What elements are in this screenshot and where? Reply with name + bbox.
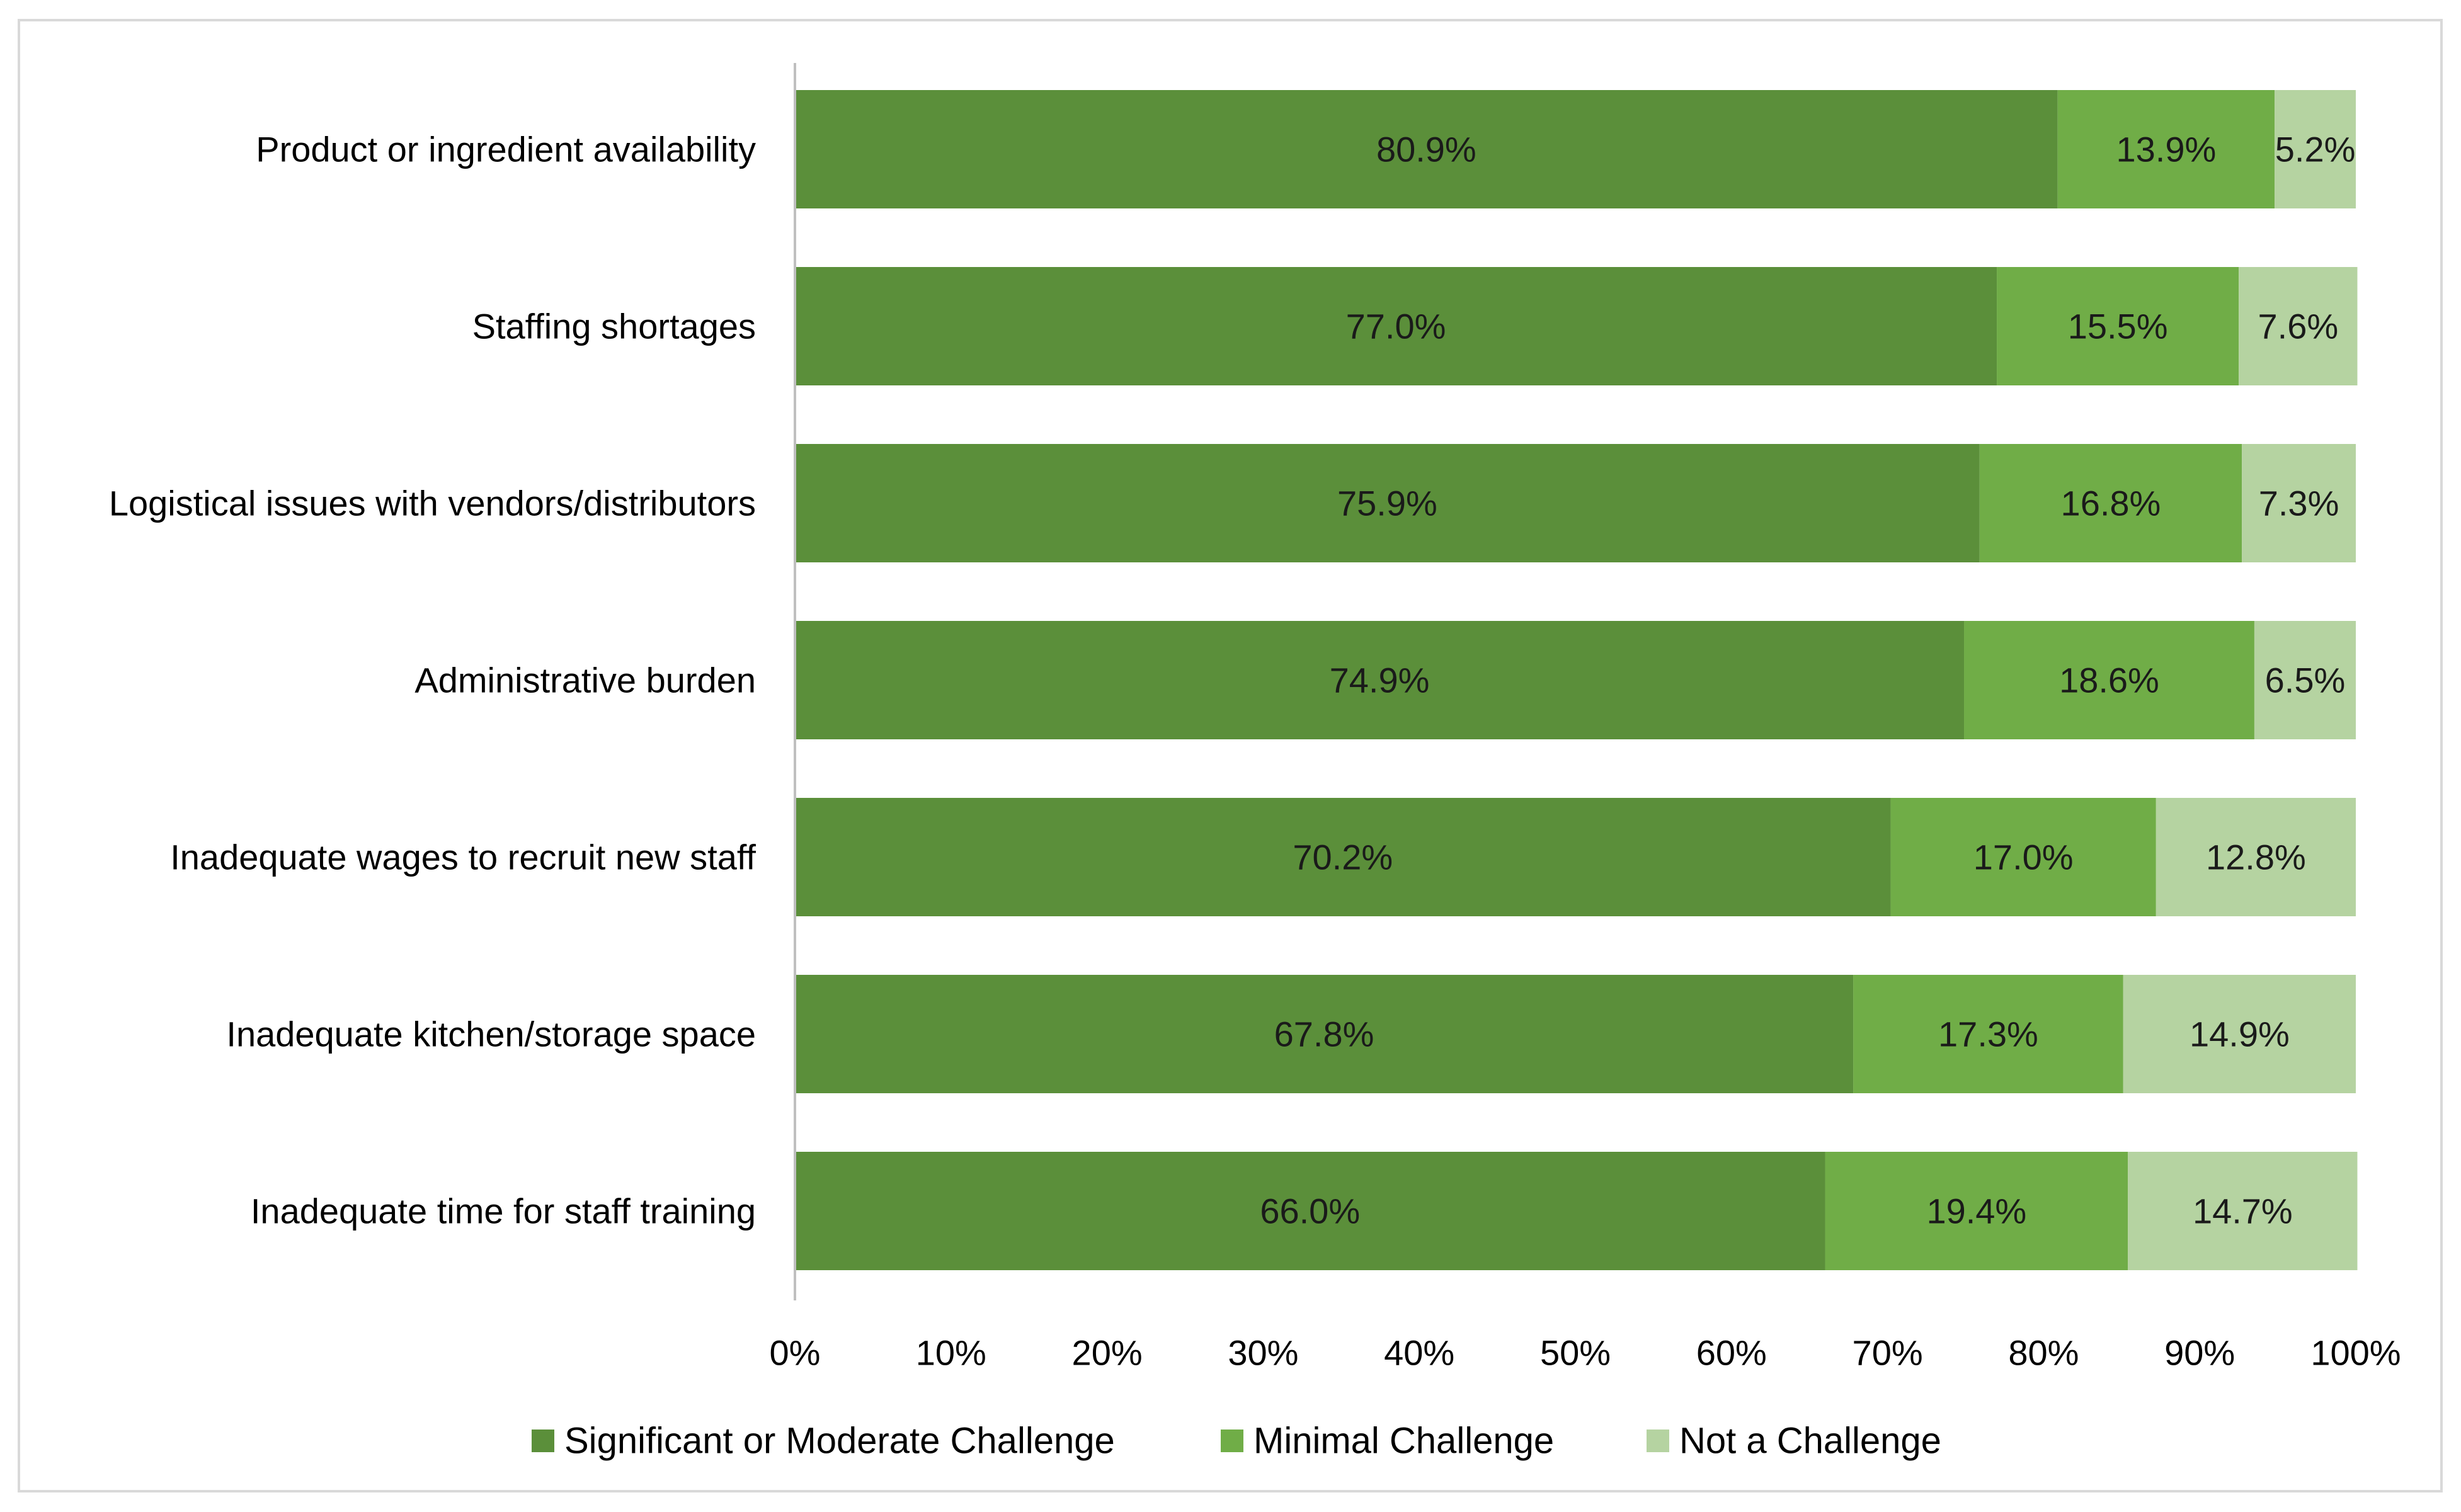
legend-swatch [1647, 1430, 1669, 1452]
legend-label: Minimal Challenge [1253, 1421, 1554, 1462]
bar-segment-1-row-1 [795, 90, 2058, 208]
bar-segment-3-row-1 [2275, 90, 2356, 208]
bar-segment-1-row-3 [795, 444, 1980, 562]
data-label: 80.9% [1376, 130, 1476, 169]
legend-label: Significant or Moderate Challenge [564, 1421, 1115, 1462]
bar-segment-3-row-3 [2242, 444, 2356, 562]
data-label: 74.9% [1330, 661, 1430, 700]
bar-segment-1-row-2 [795, 267, 1997, 385]
category-label: Inadequate wages to recruit new staff [170, 838, 756, 877]
legend: Significant or Moderate Challenge Minimal… [532, 1421, 1941, 1462]
data-label: 19.4% [1926, 1191, 2026, 1231]
data-label: 14.9% [2190, 1015, 2290, 1054]
legend-swatch [1221, 1430, 1243, 1452]
axis-layer: 0% 10% 20% 30% 40% 50% 60% 70% 80% 90% 100% [770, 63, 2401, 1373]
x-tick-label: 50% [1540, 1333, 1611, 1373]
bar-segment-1-row-5 [795, 798, 1891, 916]
category-label: Administrative burden [414, 661, 756, 700]
data-label: 16.8% [2061, 484, 2161, 523]
bar-segment-2-row-5 [1890, 798, 2156, 916]
data-label: 5.2% [2275, 130, 2356, 169]
category-label: Product or ingredient availability [256, 130, 756, 169]
bar-segment-3-row-4 [2254, 621, 2356, 739]
x-tick-label: 70% [1853, 1333, 1923, 1373]
bar-segment-2-row-2 [1997, 267, 2239, 385]
data-label: 75.9% [1337, 484, 1437, 523]
bar-segment-3-row-2 [2239, 267, 2358, 385]
bar-segment-1-row-7 [795, 1152, 1825, 1270]
x-tick-label: 30% [1228, 1333, 1298, 1373]
x-tick-label: 100% [2310, 1333, 2401, 1373]
x-tick-label: 40% [1384, 1333, 1454, 1373]
data-label: 17.0% [1973, 838, 2074, 877]
data-label: 7.6% [2258, 307, 2338, 346]
x-tick-label: 60% [1696, 1333, 1767, 1373]
data-label: 12.8% [2206, 838, 2306, 877]
data-label: 67.8% [1274, 1015, 1374, 1054]
data-label: 66.0% [1260, 1191, 1360, 1231]
bar-segment-3-row-5 [2156, 798, 2356, 916]
data-label: 7.3% [2259, 484, 2339, 523]
x-tick-label: 0% [770, 1333, 821, 1373]
category-label: Logistical issues with vendors/distribut… [109, 484, 756, 523]
x-tick-label: 80% [2008, 1333, 2079, 1373]
bar-segment-1-row-4 [795, 621, 1965, 739]
category-label: Staffing shortages [472, 307, 756, 346]
bar-segment-2-row-3 [1979, 444, 2242, 562]
data-label: 77.0% [1346, 307, 1446, 346]
data-label: 18.6% [2059, 661, 2159, 700]
bar-segment-3-row-7 [2128, 1152, 2358, 1270]
bar-segment-2-row-6 [1853, 975, 2123, 1093]
data-label: 70.2% [1293, 838, 1393, 877]
bar-segment-3-row-6 [2123, 975, 2356, 1093]
x-tick-label: 10% [916, 1333, 986, 1373]
bar-segment-2-row-7 [1825, 1152, 2128, 1270]
x-tick-label: 20% [1072, 1333, 1143, 1373]
data-label: 15.5% [2068, 307, 2168, 346]
category-label: Inadequate kitchen/storage space [226, 1015, 756, 1054]
bars-layer [795, 90, 2358, 1270]
data-label: 14.7% [2193, 1191, 2293, 1231]
legend-label: Not a Challenge [1679, 1421, 1941, 1462]
bar-segment-2-row-4 [1964, 621, 2254, 739]
bar-segment-1-row-6 [795, 975, 1854, 1093]
category-label: Inadequate time for staff training [251, 1191, 756, 1231]
data-label: 13.9% [2116, 130, 2217, 169]
data-label: 6.5% [2265, 661, 2346, 700]
bar-segment-2-row-1 [2057, 90, 2275, 208]
data-label: 17.3% [1938, 1015, 2038, 1054]
x-tick-label: 90% [2164, 1333, 2235, 1373]
legend-swatch [532, 1430, 554, 1452]
labels-layer: 80.9% 13.9% 5.2% Product or ingredient avai… [109, 130, 2356, 1231]
